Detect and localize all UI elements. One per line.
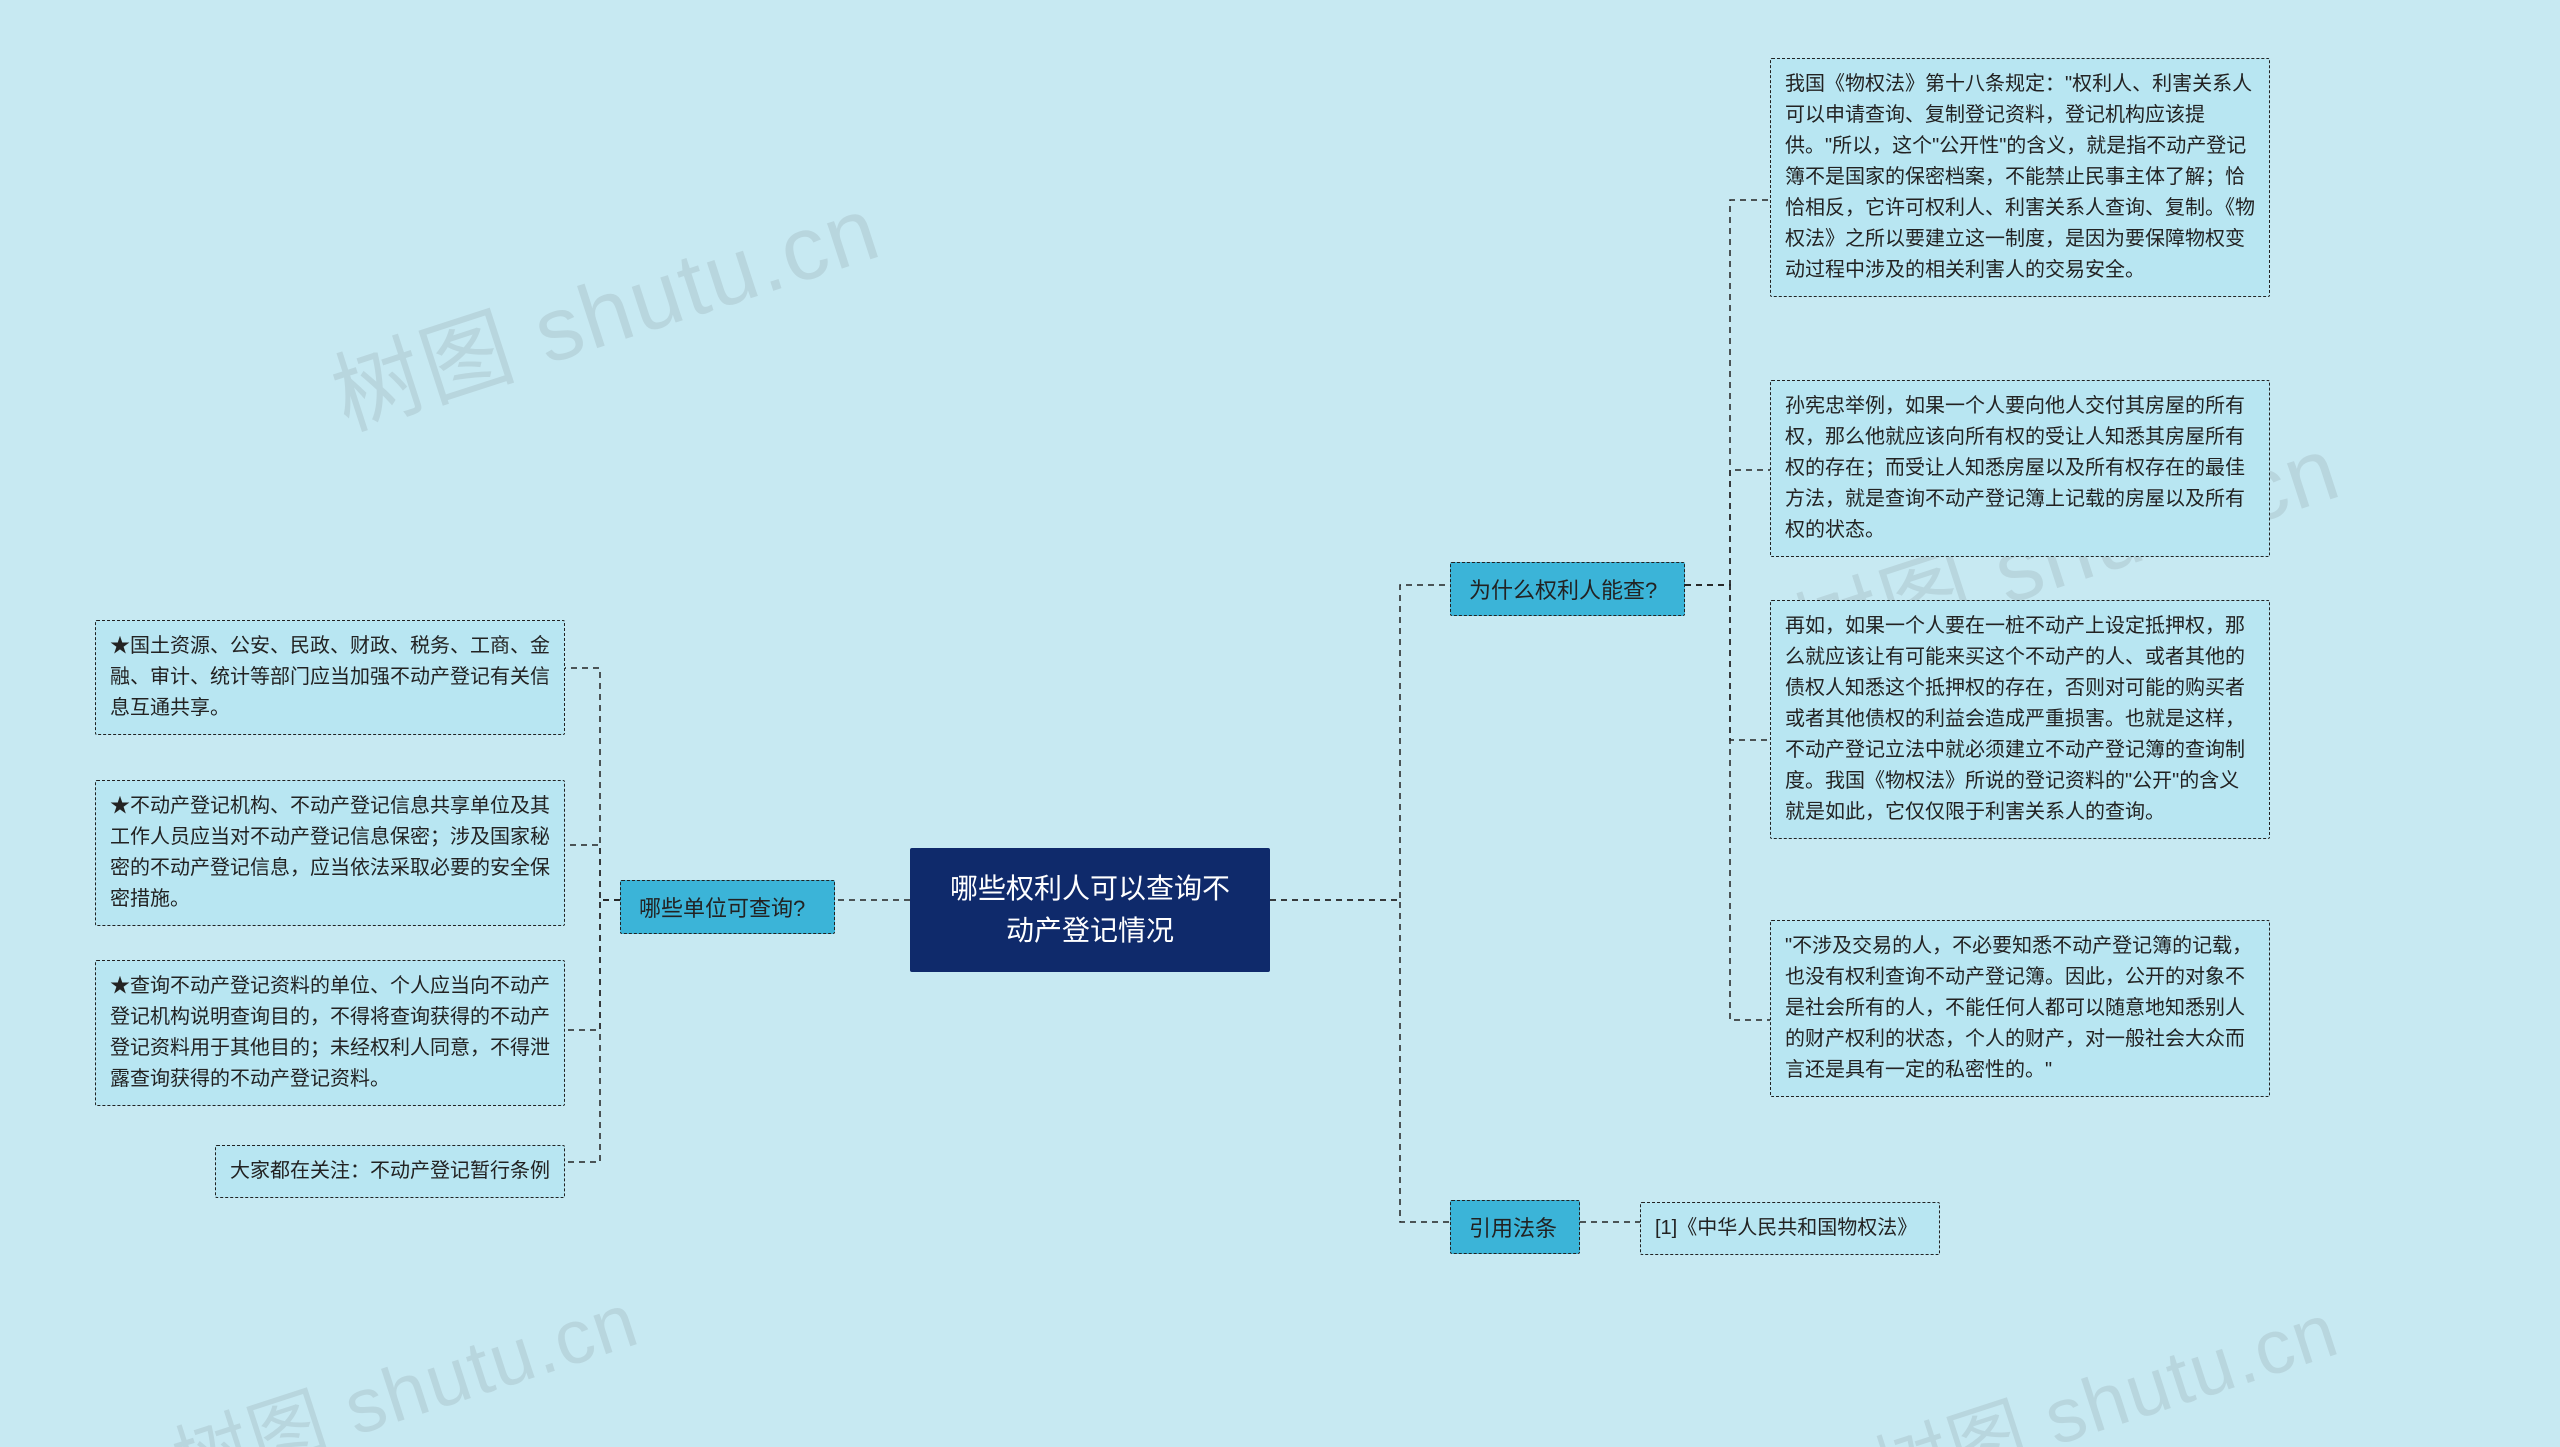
leaf-left-0: ★国土资源、公安、民政、财政、税务、工商、金融、审计、统计等部门应当加强不动产登… xyxy=(95,620,565,735)
root-node: 哪些权利人可以查询不动产登记情况 xyxy=(910,848,1270,972)
branch-left: 哪些单位可查询? xyxy=(620,880,835,934)
watermark: 树图 shutu.cn xyxy=(157,1258,650,1447)
leaf-left-2: ★查询不动产登记资料的单位、个人应当向不动产登记机构说明查询目的，不得将查询获得… xyxy=(95,960,565,1106)
branch-right-citation: 引用法条 xyxy=(1450,1200,1580,1254)
leaf-right1-1: 孙宪忠举例，如果一个人要向他人交付其房屋的所有权，那么他就应该向所有权的受让人知… xyxy=(1770,380,2270,557)
leaf-left-3: 大家都在关注：不动产登记暂行条例 xyxy=(215,1145,565,1198)
leaf-left-1: ★不动产登记机构、不动产登记信息共享单位及其工作人员应当对不动产登记信息保密；涉… xyxy=(95,780,565,926)
leaf-right1-3: "不涉及交易的人，不必要知悉不动产登记簿的记载，也没有权利查询不动产登记簿。因此… xyxy=(1770,920,2270,1097)
leaf-right1-2: 再如，如果一个人要在一桩不动产上设定抵押权，那么就应该让有可能来买这个不动产的人… xyxy=(1770,600,2270,839)
watermark: 树图 shutu.cn xyxy=(1857,1268,2350,1447)
branch-right-why: 为什么权利人能查? xyxy=(1450,562,1685,616)
leaf-right1-0: 我国《物权法》第十八条规定："权利人、利害关系人可以申请查询、复制登记资料，登记… xyxy=(1770,58,2270,297)
leaf-right2-0: [1]《中华人民共和国物权法》 xyxy=(1640,1202,1940,1255)
watermark: 树图 shutu.cn xyxy=(314,156,894,455)
